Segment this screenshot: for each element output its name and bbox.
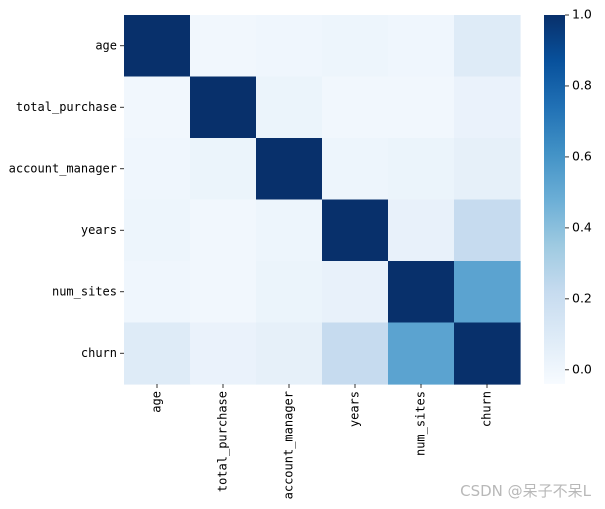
column-label-age: age [150, 391, 164, 413]
heatmap-cell-total_purchase-years [322, 76, 389, 139]
heatmap-cell-churn-age [124, 322, 191, 385]
heatmap-cell-account_manager-num_sites [388, 138, 455, 201]
heatmap-cell-total_purchase-total_purchase [190, 76, 257, 139]
heatmap-cell-years-total_purchase [190, 199, 257, 262]
colorbar-tick-label: 0.4 [572, 219, 592, 234]
colorbar-gradient [544, 15, 565, 384]
heatmap-cell-num_sites-num_sites [388, 261, 455, 324]
heatmap-cell-age-total_purchase [190, 15, 257, 78]
heatmap-cell-years-age [124, 199, 191, 262]
colorbar-tick-label: 0.2 [572, 290, 592, 305]
heatmap-cell-churn-num_sites [388, 322, 455, 385]
heatmap-cell-account_manager-total_purchase [190, 138, 257, 201]
heatmap-cell-churn-account_manager [256, 322, 323, 385]
colorbar-tick-label: 0.0 [572, 361, 592, 376]
heatmap-cell-age-num_sites [388, 15, 455, 78]
heatmap-cell-total_purchase-account_manager [256, 76, 323, 139]
heatmap-cell-age-churn [454, 15, 521, 78]
column-label-account_manager: account_manager [282, 391, 296, 499]
heatmap-cell-account_manager-churn [454, 138, 521, 201]
heatmap-cell-total_purchase-churn [454, 76, 521, 139]
heatmap-cells [124, 15, 521, 385]
row-label-num_sites: num_sites [52, 284, 117, 298]
heatmap-cell-years-account_manager [256, 199, 323, 262]
heatmap-cell-age-years [322, 15, 389, 78]
column-label-num_sites: num_sites [414, 391, 428, 456]
colorbar-ticks: 0.0 0.2 0.4 0.6 0.8 1.0 [565, 7, 592, 376]
colorbar-tick-label: 0.6 [572, 148, 592, 163]
row-label-churn: churn [81, 346, 117, 360]
watermark: CSDN @呆子不呆L [460, 482, 591, 500]
row-label-years: years [81, 223, 117, 237]
row-label-total_purchase: total_purchase [16, 100, 117, 114]
heatmap-cell-years-churn [454, 199, 521, 262]
row-label-age: age [95, 38, 117, 52]
heatmap-cell-age-account_manager [256, 15, 323, 78]
heatmap-cell-churn-years [322, 322, 389, 385]
heatmap-cell-age-age [124, 15, 191, 78]
heatmap-cell-total_purchase-num_sites [388, 76, 455, 139]
heatmap-cell-years-num_sites [388, 199, 455, 262]
heatmap-cell-total_purchase-age [124, 76, 191, 139]
heatmap-cell-num_sites-churn [454, 261, 521, 324]
heatmap-cell-account_manager-account_manager [256, 138, 323, 201]
row-label-account_manager: account_manager [9, 161, 117, 175]
heatmap-cell-account_manager-years [322, 138, 389, 201]
heatmap-cell-churn-churn [454, 322, 521, 385]
column-label-churn: churn [480, 391, 494, 427]
column-tick-labels: age total_purchase account_manager years num… [150, 384, 494, 499]
colorbar-tick-label: 0.8 [572, 77, 592, 92]
heatmap-cell-num_sites-account_manager [256, 261, 323, 324]
column-label-years: years [348, 391, 362, 427]
heatmap-cell-account_manager-age [124, 138, 191, 201]
heatmap-cell-num_sites-years [322, 261, 389, 324]
heatmap-cell-num_sites-age [124, 261, 191, 324]
column-label-total_purchase: total_purchase [216, 391, 230, 492]
heatmap-cell-churn-total_purchase [190, 322, 257, 385]
colorbar-tick-label: 1.0 [572, 7, 592, 22]
heatmap-cell-num_sites-total_purchase [190, 261, 257, 324]
colorbar [544, 15, 565, 384]
heatmap-cell-years-years [322, 199, 389, 262]
